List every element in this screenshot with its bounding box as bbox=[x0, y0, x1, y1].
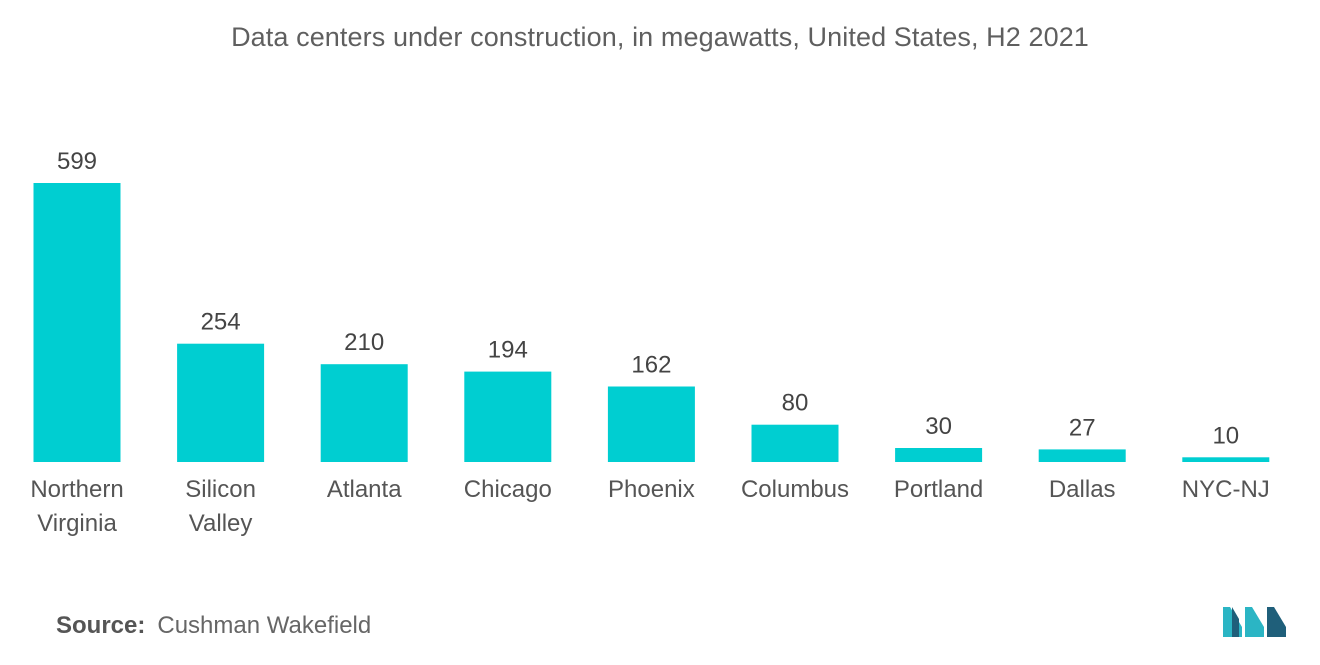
bar-columbus bbox=[751, 424, 839, 462]
bar-northern-virginia bbox=[33, 183, 121, 462]
data-label: 30 bbox=[925, 413, 952, 440]
data-label: 162 bbox=[631, 352, 671, 379]
x-tick-label: NYC-NJ bbox=[1182, 476, 1270, 503]
source-note: Source: Cushman Wakefield bbox=[56, 612, 371, 640]
x-tick-label: Northern Virginia bbox=[30, 476, 123, 537]
bar-atlanta bbox=[320, 364, 408, 462]
bar-chart: 599 Northern Virginia 254 Silicon Valley 210 At… bbox=[30, 148, 1270, 537]
data-label: 254 bbox=[201, 309, 241, 336]
mordor-intelligence-logo-icon bbox=[1223, 607, 1286, 637]
data-label: 27 bbox=[1069, 414, 1096, 441]
source-text: Cushman Wakefield bbox=[157, 612, 372, 639]
x-tick-label: Columbus bbox=[741, 476, 849, 503]
data-label: 599 bbox=[57, 148, 97, 175]
bar-phoenix bbox=[607, 386, 695, 462]
x-tick-label: Portland bbox=[894, 476, 983, 503]
bar-chicago bbox=[464, 371, 552, 462]
data-label: 80 bbox=[782, 390, 809, 417]
chart-title: Data centers under construction, in mega… bbox=[231, 22, 1089, 52]
data-label: 194 bbox=[488, 337, 528, 364]
x-tick-label: Dallas bbox=[1049, 476, 1116, 503]
x-tick-label: Chicago bbox=[464, 476, 552, 503]
data-label: 210 bbox=[344, 329, 384, 356]
bar-portland bbox=[895, 448, 983, 462]
bar-nyc-nj bbox=[1182, 457, 1270, 462]
x-tick-label: Atlanta bbox=[327, 476, 402, 503]
source-label: Source: bbox=[56, 612, 146, 639]
bar-dallas bbox=[1038, 449, 1126, 462]
x-tick-label: Silicon Valley bbox=[185, 476, 256, 537]
data-label: 10 bbox=[1212, 422, 1239, 449]
bar-silicon-valley bbox=[177, 343, 265, 462]
x-tick-label: Phoenix bbox=[608, 476, 695, 503]
